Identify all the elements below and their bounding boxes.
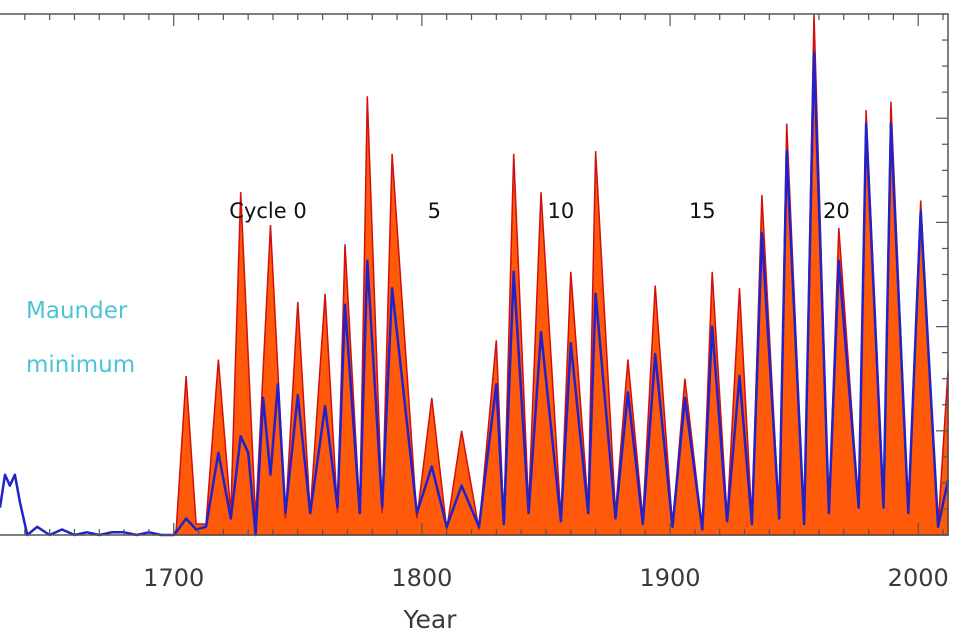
maunder-label-line1: Maunder (26, 298, 128, 324)
x-tick-label: 1700 (143, 564, 204, 592)
annotation-cycle-5: 5 (428, 199, 441, 223)
x-tick-label: 1800 (391, 564, 452, 592)
maunder-label-line2: minimum (26, 352, 135, 378)
plot-area (0, 13, 950, 537)
sunspot-line-series (0, 51, 950, 537)
annotation-cycle-10: 10 (547, 199, 574, 223)
annotation-cycle-15: 15 (689, 199, 716, 223)
x-axis-title: Year (403, 605, 458, 634)
annotation-cycle-20: 20 (823, 199, 850, 223)
annotation-cycle-0: Cycle 0 (229, 199, 306, 223)
x-tick-label: 1900 (640, 564, 701, 592)
annotations: Cycle 0 5 10 15 20 (229, 199, 849, 223)
x-tick-label: 2000 (888, 564, 949, 592)
x-axis: 1700 1800 1900 2000 (143, 564, 949, 592)
